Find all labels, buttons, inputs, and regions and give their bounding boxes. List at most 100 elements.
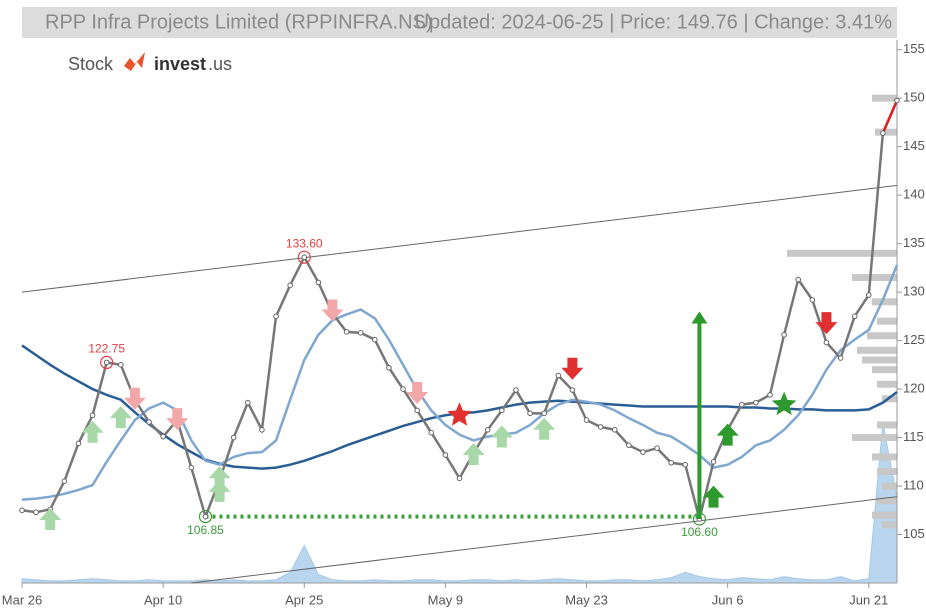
price-point	[372, 336, 378, 343]
price-point	[315, 279, 322, 286]
volume-profile-bar	[882, 521, 897, 529]
volume-profile-bar	[877, 317, 897, 325]
price-point	[513, 387, 519, 393]
volume-profile-bar	[852, 274, 897, 282]
price-point	[837, 355, 844, 361]
price-point	[865, 292, 872, 298]
volume-area	[21, 422, 898, 584]
x-tick-label: Jun 6	[712, 592, 744, 607]
signal-up	[533, 417, 556, 440]
y-tick-label: 125	[903, 332, 925, 347]
price-point	[767, 392, 773, 398]
x-tick-label: May 9	[428, 592, 463, 607]
logo-stock: Stock	[68, 54, 114, 74]
price-point	[343, 329, 350, 335]
logo-invest: invest	[154, 54, 206, 74]
price-point	[273, 313, 279, 320]
header-bar	[22, 7, 897, 38]
signal-down	[406, 381, 429, 404]
last-segment	[881, 100, 899, 134]
long-signal-arrow	[691, 311, 708, 520]
price-point	[301, 254, 308, 261]
trend-line	[21, 184, 898, 293]
price-point	[527, 410, 533, 417]
signal-up	[716, 423, 739, 446]
price-point	[188, 464, 195, 471]
volume-profile-bar	[872, 511, 897, 519]
logo-us: .us	[208, 54, 232, 74]
logo: Stock invest .us	[68, 52, 232, 74]
signal-up	[81, 420, 104, 443]
price-point	[442, 452, 449, 458]
annotation-label: 106.60	[681, 525, 718, 539]
price-point	[61, 478, 68, 484]
price-point	[626, 442, 632, 449]
price-point	[809, 297, 816, 303]
signal-star	[771, 391, 797, 416]
y-tick-label: 115	[903, 429, 924, 444]
annotation-label: 133.60	[286, 236, 323, 250]
price-point	[230, 434, 237, 441]
price-point	[894, 97, 900, 104]
signal-star	[447, 402, 472, 426]
x-tick-label: Apr 25	[285, 592, 323, 607]
price-point	[851, 313, 858, 320]
volume-profile-bar	[872, 94, 897, 102]
price-point	[682, 461, 689, 468]
price-point	[89, 412, 96, 419]
y-tick-label: 120	[903, 381, 925, 396]
volume-profile-bar	[872, 453, 897, 461]
volume-profile-bar	[877, 497, 897, 505]
x-tick-label: Jun 21	[849, 592, 888, 607]
signal-up	[702, 485, 725, 508]
price-point	[386, 364, 392, 371]
signal-up	[208, 479, 231, 502]
signal-up	[109, 406, 132, 429]
price-point	[611, 426, 618, 433]
price-point	[259, 426, 265, 433]
price-point	[823, 339, 830, 346]
volume-profile-bar	[857, 346, 897, 354]
volume-profile-bar	[875, 128, 897, 136]
price-point	[541, 410, 547, 417]
signal-up	[39, 507, 62, 530]
signal-down	[561, 357, 584, 380]
price-point	[103, 359, 110, 366]
logo-icon	[124, 52, 145, 71]
annotation-label: 106.85	[187, 523, 224, 537]
signal-down	[321, 299, 344, 322]
volume-profile-bar	[882, 482, 897, 490]
price-point	[357, 330, 364, 336]
volume-profile-bar	[787, 249, 897, 257]
volume-profile-bar	[872, 366, 897, 374]
price-point	[753, 399, 759, 406]
price-point	[160, 433, 166, 440]
y-tick-label: 130	[903, 284, 925, 299]
price-point	[499, 407, 505, 414]
volume-profile-bar	[867, 332, 897, 340]
price-point	[33, 509, 39, 516]
volume-profile-bar	[877, 421, 897, 429]
y-tick-label: 150	[903, 90, 925, 105]
price-point	[400, 386, 406, 392]
signal-down	[166, 408, 189, 431]
price-point	[880, 130, 886, 136]
price-point	[654, 445, 660, 452]
volume-profile-bar	[862, 356, 897, 364]
annotation-marker	[692, 512, 707, 526]
price-point	[710, 458, 717, 465]
price-point	[555, 372, 562, 379]
price-point	[597, 424, 604, 430]
price-point	[245, 399, 251, 406]
price-point	[75, 440, 82, 447]
y-tick-label: 105	[903, 526, 925, 541]
y-tick-label: 140	[903, 187, 925, 202]
signal-down	[815, 312, 838, 335]
price-point	[428, 429, 435, 436]
price-point	[738, 401, 745, 408]
price-point	[668, 459, 674, 466]
trend-line	[191, 496, 898, 584]
price-point	[583, 417, 590, 423]
moving-average	[21, 264, 899, 501]
